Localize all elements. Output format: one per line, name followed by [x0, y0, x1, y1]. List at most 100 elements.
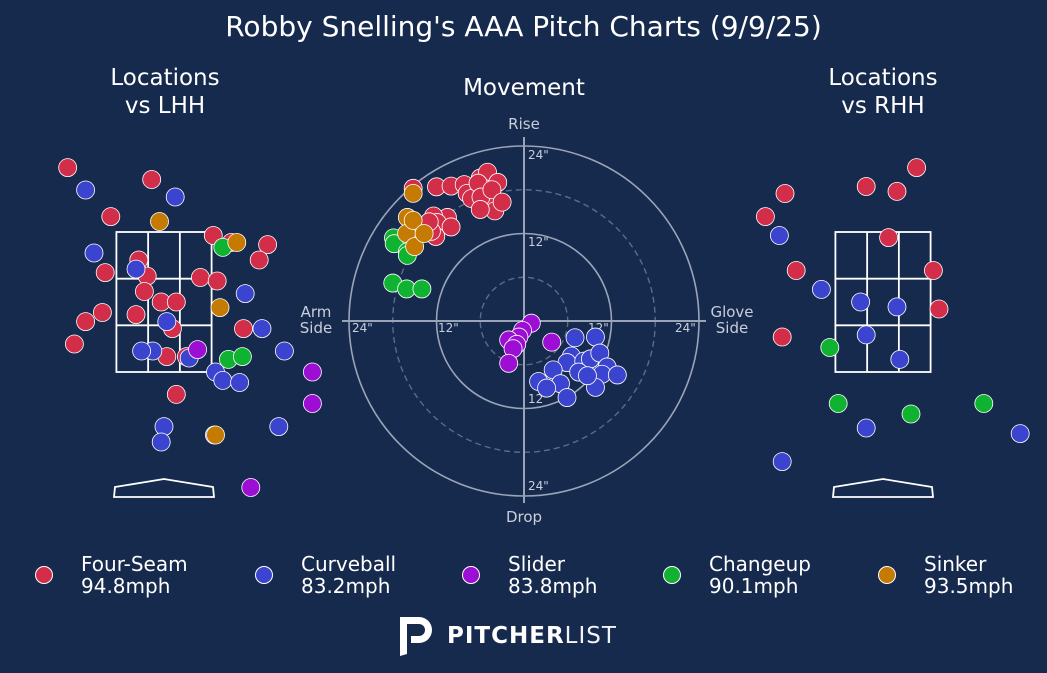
- legend-label: Curveball: [301, 552, 397, 576]
- pitch-point-curveball: [586, 327, 605, 347]
- pitch-point-four-seam: [482, 180, 502, 200]
- pitch-point-changeup: [828, 394, 848, 413]
- brand-bold-text: PITCHER: [447, 623, 565, 649]
- movement-ring-label: 12": [438, 321, 459, 335]
- pitch-point-curveball: [274, 341, 294, 361]
- pitch-point-four-seam: [126, 305, 146, 325]
- pitch-point-slider: [302, 394, 322, 413]
- pitch-point-curveball: [76, 180, 95, 200]
- legend-dot-changeup: [663, 566, 681, 584]
- pitch-point-changeup: [412, 279, 432, 299]
- pitch-point-four-seam: [887, 181, 907, 201]
- pitch-point-four-seam: [907, 158, 926, 178]
- pitch-point-four-seam: [249, 250, 269, 270]
- lhh-home-plate: [113, 478, 215, 498]
- pitch-point-sinker: [405, 237, 425, 257]
- pitcherlist-p-icon: [400, 617, 432, 656]
- legend-speed: 93.5mph: [924, 574, 1014, 598]
- pitch-point-curveball: [252, 319, 272, 339]
- pitch-point-four-seam: [166, 292, 186, 312]
- pitch-point-four-seam: [95, 263, 115, 283]
- movement-glove-side-label: Side: [716, 319, 748, 337]
- pitch-point-curveball: [772, 452, 792, 472]
- legend-dot-slider: [462, 566, 480, 584]
- legend-label: Changeup: [709, 552, 811, 576]
- pitch-point-sinker: [0, 234, 13, 252]
- pitch-point-four-seam: [258, 235, 278, 255]
- pitch-point-four-seam: [234, 319, 253, 339]
- movement-ring-label: 24": [528, 148, 549, 162]
- pitch-point-changeup: [232, 347, 252, 367]
- pitch-point-four-seam: [441, 217, 461, 237]
- pitcherlist-logo: PITCHERLIST: [395, 612, 635, 658]
- pitch-point-four-seam: [856, 177, 876, 196]
- pitch-point-curveball: [851, 292, 870, 312]
- pitch-point-curveball: [269, 417, 289, 437]
- pitch-point-curveball: [565, 328, 585, 348]
- pitch-point-slider: [499, 353, 519, 373]
- pitch-point-slider: [241, 478, 261, 497]
- legend-speed: 94.8mph: [81, 574, 171, 598]
- pitch-point-changeup: [974, 394, 994, 413]
- pitch-point-changeup: [901, 404, 921, 424]
- pitch-point-four-seam: [929, 299, 949, 319]
- rhh-home-plate: [832, 478, 934, 498]
- movement-drop-label: Drop: [506, 508, 542, 526]
- pitch-point-curveball: [607, 365, 627, 385]
- movement-arm-side-label: Side: [300, 319, 332, 337]
- pitch-point-four-seam: [190, 268, 210, 287]
- legend-label: Four-Seam: [81, 552, 188, 576]
- pitch-point-sinker: [403, 210, 423, 230]
- pitch-point-sinker: [227, 233, 247, 252]
- lhh-panel-title: Locations vs LHH: [110, 65, 220, 119]
- pitch-point-curveball: [165, 187, 185, 207]
- pitch-point-four-seam: [772, 327, 792, 347]
- movement-rise-label: Rise: [508, 115, 540, 133]
- pitch-point-four-seam: [924, 261, 943, 280]
- pitch-point-slider: [542, 332, 562, 352]
- pitch-point-sinker: [150, 212, 169, 231]
- pitch-point-curveball: [213, 370, 233, 390]
- chart-title: Robby Snelling's AAA Pitch Charts (9/9/2…: [225, 10, 822, 43]
- pitch-point-four-seam: [134, 282, 154, 301]
- pitch-point-curveball: [235, 284, 255, 304]
- pitch-point-sinker: [414, 224, 434, 243]
- rhh-group: [756, 158, 1030, 498]
- brand-light-text: LIST: [564, 623, 617, 649]
- pitch-point-four-seam: [879, 228, 898, 248]
- pitch-point-curveball: [126, 259, 146, 279]
- pitch-point-four-seam: [492, 192, 512, 212]
- movement-glove-side-label: Glove: [710, 303, 753, 321]
- pitch-point-curveball: [770, 226, 789, 245]
- pitch-point-curveball: [1010, 424, 1030, 444]
- rhh-panel-title: Locations vs RHH: [828, 65, 938, 119]
- movement-ring-label: 24": [352, 321, 373, 335]
- pitch-point-changeup: [820, 338, 840, 357]
- legend-label: Slider: [508, 552, 566, 576]
- pitch-point-curveball: [856, 418, 876, 438]
- pitch-point-curveball: [157, 312, 177, 332]
- pitch-point-slider: [188, 340, 208, 360]
- pitch-point-four-seam: [142, 170, 162, 189]
- pitch-point-curveball: [151, 432, 171, 452]
- pitch-point-four-seam: [756, 207, 775, 227]
- pitch-point-curveball: [890, 349, 910, 369]
- pitch-point-sinker: [206, 425, 225, 445]
- pitch-point-four-seam: [32, 216, 50, 234]
- pitch-point-curveball: [154, 417, 174, 437]
- rhh-strike-zone: [834, 231, 932, 373]
- pitch-point-curveball: [132, 341, 152, 361]
- legend-dot-curveball: [255, 566, 273, 584]
- pitch-point-four-seam: [166, 384, 186, 404]
- movement-arm-side-label: Arm: [301, 303, 332, 321]
- legend-label: Sinker: [924, 552, 987, 576]
- legend-speed: 83.8mph: [508, 574, 598, 598]
- pitch-point-sinker: [403, 183, 423, 203]
- pitch-point-four-seam: [470, 200, 490, 219]
- pitch-point-curveball: [557, 388, 577, 407]
- lhh-group: [0, 158, 322, 498]
- movement-panel-title: Movement: [463, 75, 585, 101]
- pitch-point-curveball: [578, 366, 597, 386]
